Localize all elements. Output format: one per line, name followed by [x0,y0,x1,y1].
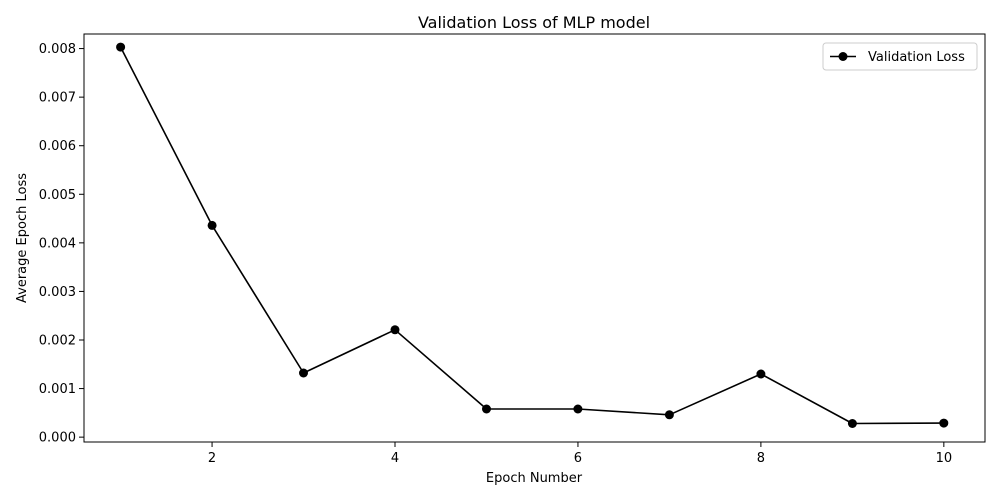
y-tick-label: 0.007 [39,91,76,106]
y-tick-label: 0.008 [39,42,76,57]
series-layer [116,42,949,428]
series-line-validation-loss [119,46,944,425]
y-tick-label: 0.006 [39,139,76,154]
data-point [116,42,126,52]
data-point [847,419,857,428]
data-point [482,404,491,414]
x-tick-label: 4 [391,451,399,466]
y-tick-label: 0.004 [39,236,76,251]
data-point [664,410,674,420]
y-axis-label: Average Epoch Loss [15,173,30,303]
data-point [756,369,766,379]
data-point [299,368,308,378]
data-point [207,220,217,230]
y-tick-label: 0.003 [39,285,76,300]
data-point [390,325,400,335]
x-tick-label: 6 [574,451,582,466]
y-tick-label: 0.002 [39,334,76,349]
y-tick-label: 0.000 [39,431,76,446]
legend: Validation Loss [822,42,978,71]
legend-label: Validation Loss [868,50,965,65]
axes-frame [83,33,986,443]
x-axis-label: Epoch Number [486,471,583,486]
y-tick-label: 0.005 [39,188,76,203]
legend-marker-sample [838,52,848,61]
data-point [573,404,583,414]
x-tick-label: 8 [757,451,765,466]
plot-area [84,34,985,442]
data-point [939,418,949,428]
axes-layer [83,33,986,443]
y-tick-label: 0.001 [39,382,76,397]
ticks-layer: 2 4 6 8 10 0.000 0.001 0.002 0.003 0.004 0.005 0.00… [39,42,952,466]
x-tick-label: 2 [208,451,216,466]
chart-title: Validation Loss of MLP model [418,13,650,32]
legend-box [822,42,978,71]
x-tick-label: 10 [936,451,953,466]
